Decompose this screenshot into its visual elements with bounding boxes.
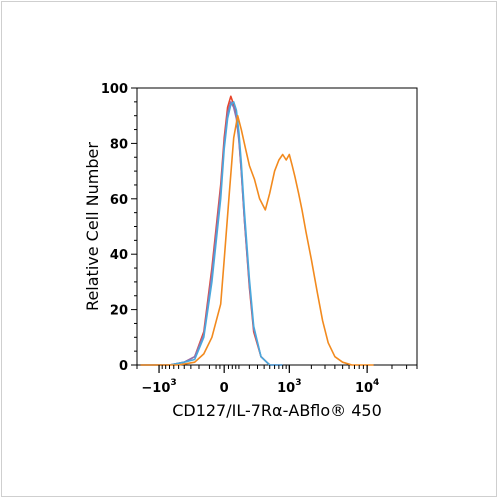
x-tick-label: −103 [141,378,176,396]
plot-border [136,87,418,366]
y-axis-title: Relative Cell Number [83,142,102,311]
y-tick-label: 80 [110,137,128,152]
histogram-chart: 0 20 40 60 80 100 −103 0 103 104 CD127/IL-7Rα-AB… [83,82,418,420]
y-tick-label: 100 [101,82,128,97]
y-tick-label: 0 [119,359,128,374]
y-tick-label: 40 [110,248,128,263]
y-tick-label: 60 [110,193,128,208]
x-tick-label: 104 [355,378,379,396]
y-axis-ticks: 0 20 40 60 80 100 [101,82,137,374]
histogram-series-2 [140,101,283,366]
x-axis-title: CD127/IL-7Rα-ABflo® 450 [172,401,382,420]
series-layer [140,95,374,366]
histogram-series-4 [140,114,374,366]
histogram-series-3 [140,101,283,366]
x-tick-label: 103 [277,378,301,396]
y-tick-label: 20 [110,304,128,319]
x-tick-label: 0 [220,381,229,396]
x-axis-ticks: −103 0 103 104 [136,365,418,396]
plot-area [136,87,418,366]
histogram-series-1 [140,95,283,366]
